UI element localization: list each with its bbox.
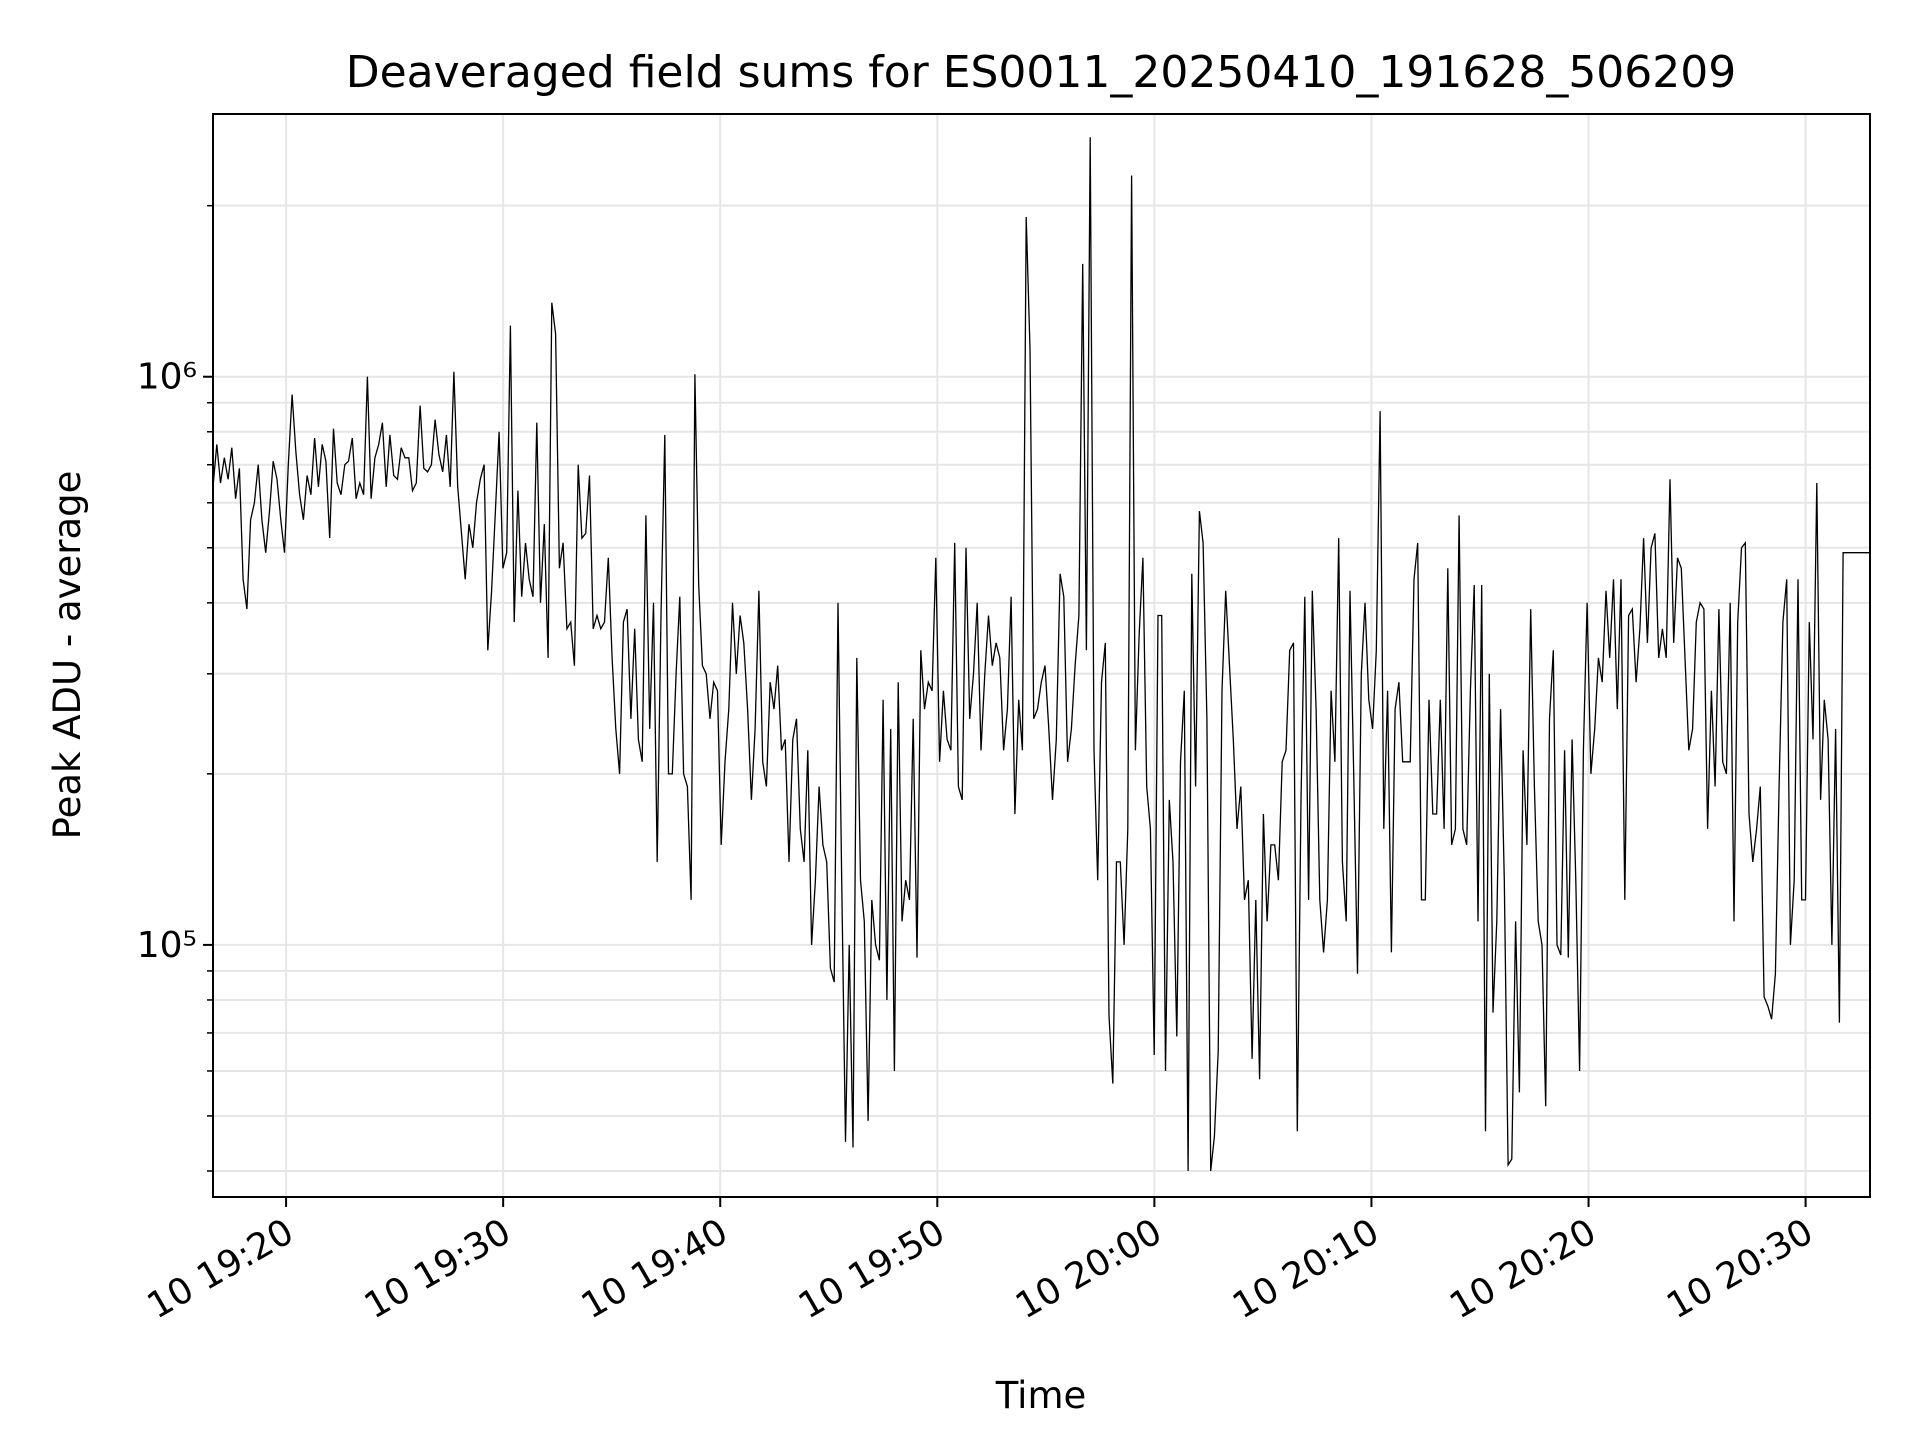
y-tick-label: 10⁵ [137,925,197,966]
series-layer [212,137,1870,1172]
chart-title: Deaveraged field sums for ES0011_2025041… [346,47,1737,98]
plot-frame [212,113,1871,1198]
grid [213,114,1870,1197]
x-axis-label: Time [995,1374,1087,1417]
series-line-0 [212,137,1870,1172]
y-axis-label: Peak ADU - average [46,471,89,840]
y-tick-label: 10⁶ [137,357,197,398]
